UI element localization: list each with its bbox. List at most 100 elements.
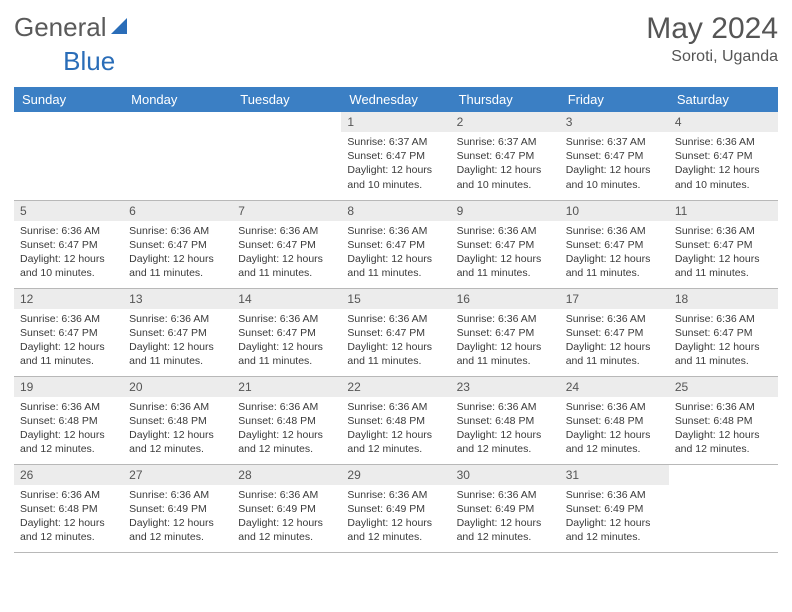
day-number: 8: [341, 201, 450, 221]
day-number: 3: [560, 112, 669, 132]
logo-text-general: General: [14, 12, 107, 43]
day-number: 19: [14, 377, 123, 397]
day-details: Sunrise: 6:36 AMSunset: 6:47 PMDaylight:…: [451, 309, 560, 375]
day-details: Sunrise: 6:36 AMSunset: 6:49 PMDaylight:…: [232, 485, 341, 551]
day-details: Sunrise: 6:36 AMSunset: 6:47 PMDaylight:…: [123, 221, 232, 287]
day-details: Sunrise: 6:36 AMSunset: 6:48 PMDaylight:…: [560, 397, 669, 463]
calendar-cell: 17Sunrise: 6:36 AMSunset: 6:47 PMDayligh…: [560, 288, 669, 376]
calendar-cell: 20Sunrise: 6:36 AMSunset: 6:48 PMDayligh…: [123, 376, 232, 464]
day-details: Sunrise: 6:36 AMSunset: 6:47 PMDaylight:…: [232, 221, 341, 287]
calendar-cell: [669, 464, 778, 552]
day-number: 22: [341, 377, 450, 397]
day-number: 15: [341, 289, 450, 309]
day-details: Sunrise: 6:36 AMSunset: 6:47 PMDaylight:…: [669, 132, 778, 198]
calendar-cell: 18Sunrise: 6:36 AMSunset: 6:47 PMDayligh…: [669, 288, 778, 376]
day-number: 17: [560, 289, 669, 309]
day-number: 23: [451, 377, 560, 397]
calendar-cell: [123, 112, 232, 200]
day-number: 10: [560, 201, 669, 221]
day-details: Sunrise: 6:36 AMSunset: 6:49 PMDaylight:…: [341, 485, 450, 551]
calendar-cell: 9Sunrise: 6:36 AMSunset: 6:47 PMDaylight…: [451, 200, 560, 288]
day-number: 14: [232, 289, 341, 309]
calendar-cell: 22Sunrise: 6:36 AMSunset: 6:48 PMDayligh…: [341, 376, 450, 464]
day-details: Sunrise: 6:36 AMSunset: 6:48 PMDaylight:…: [14, 485, 123, 551]
day-details: Sunrise: 6:36 AMSunset: 6:47 PMDaylight:…: [560, 309, 669, 375]
day-details: Sunrise: 6:36 AMSunset: 6:48 PMDaylight:…: [14, 397, 123, 463]
day-details: Sunrise: 6:36 AMSunset: 6:49 PMDaylight:…: [560, 485, 669, 551]
day-details: Sunrise: 6:36 AMSunset: 6:47 PMDaylight:…: [123, 309, 232, 375]
empty-cell: [14, 112, 123, 132]
empty-cell: [123, 112, 232, 132]
day-details: Sunrise: 6:36 AMSunset: 6:48 PMDaylight:…: [232, 397, 341, 463]
logo-sail-icon: [109, 12, 133, 43]
calendar-cell: 30Sunrise: 6:36 AMSunset: 6:49 PMDayligh…: [451, 464, 560, 552]
day-details: Sunrise: 6:36 AMSunset: 6:47 PMDaylight:…: [560, 221, 669, 287]
day-details: Sunrise: 6:36 AMSunset: 6:48 PMDaylight:…: [123, 397, 232, 463]
day-details: Sunrise: 6:36 AMSunset: 6:47 PMDaylight:…: [451, 221, 560, 287]
day-details: Sunrise: 6:36 AMSunset: 6:49 PMDaylight:…: [123, 485, 232, 551]
calendar-cell: 10Sunrise: 6:36 AMSunset: 6:47 PMDayligh…: [560, 200, 669, 288]
title-block: May 2024 Soroti, Uganda: [646, 12, 778, 66]
day-header: Friday: [560, 87, 669, 112]
calendar-cell: 4Sunrise: 6:36 AMSunset: 6:47 PMDaylight…: [669, 112, 778, 200]
day-details: Sunrise: 6:36 AMSunset: 6:48 PMDaylight:…: [341, 397, 450, 463]
day-details: Sunrise: 6:37 AMSunset: 6:47 PMDaylight:…: [560, 132, 669, 198]
calendar-cell: 12Sunrise: 6:36 AMSunset: 6:47 PMDayligh…: [14, 288, 123, 376]
day-details: Sunrise: 6:37 AMSunset: 6:47 PMDaylight:…: [451, 132, 560, 198]
day-header: Tuesday: [232, 87, 341, 112]
calendar-cell: 27Sunrise: 6:36 AMSunset: 6:49 PMDayligh…: [123, 464, 232, 552]
day-header: Sunday: [14, 87, 123, 112]
empty-cell: [669, 465, 778, 485]
day-number: 4: [669, 112, 778, 132]
day-number: 16: [451, 289, 560, 309]
calendar-cell: 6Sunrise: 6:36 AMSunset: 6:47 PMDaylight…: [123, 200, 232, 288]
day-details: Sunrise: 6:36 AMSunset: 6:49 PMDaylight:…: [451, 485, 560, 551]
day-number: 6: [123, 201, 232, 221]
calendar-cell: 2Sunrise: 6:37 AMSunset: 6:47 PMDaylight…: [451, 112, 560, 200]
day-header: Thursday: [451, 87, 560, 112]
day-number: 12: [14, 289, 123, 309]
day-number: 20: [123, 377, 232, 397]
day-details: Sunrise: 6:36 AMSunset: 6:47 PMDaylight:…: [669, 221, 778, 287]
day-number: 26: [14, 465, 123, 485]
day-details: Sunrise: 6:36 AMSunset: 6:47 PMDaylight:…: [669, 309, 778, 375]
day-header: Monday: [123, 87, 232, 112]
calendar-cell: 25Sunrise: 6:36 AMSunset: 6:48 PMDayligh…: [669, 376, 778, 464]
calendar-cell: 19Sunrise: 6:36 AMSunset: 6:48 PMDayligh…: [14, 376, 123, 464]
day-number: 21: [232, 377, 341, 397]
day-number: 25: [669, 377, 778, 397]
calendar-cell: [232, 112, 341, 200]
month-title: May 2024: [646, 12, 778, 46]
day-header: Saturday: [669, 87, 778, 112]
calendar-cell: 13Sunrise: 6:36 AMSunset: 6:47 PMDayligh…: [123, 288, 232, 376]
calendar-cell: 31Sunrise: 6:36 AMSunset: 6:49 PMDayligh…: [560, 464, 669, 552]
day-number: 11: [669, 201, 778, 221]
calendar-cell: 11Sunrise: 6:36 AMSunset: 6:47 PMDayligh…: [669, 200, 778, 288]
calendar-cell: 1Sunrise: 6:37 AMSunset: 6:47 PMDaylight…: [341, 112, 450, 200]
calendar-cell: 26Sunrise: 6:36 AMSunset: 6:48 PMDayligh…: [14, 464, 123, 552]
day-number: 13: [123, 289, 232, 309]
day-header: Wednesday: [341, 87, 450, 112]
day-number: 1: [341, 112, 450, 132]
calendar-cell: 21Sunrise: 6:36 AMSunset: 6:48 PMDayligh…: [232, 376, 341, 464]
day-number: 2: [451, 112, 560, 132]
calendar-cell: 5Sunrise: 6:36 AMSunset: 6:47 PMDaylight…: [14, 200, 123, 288]
day-details: Sunrise: 6:36 AMSunset: 6:47 PMDaylight:…: [14, 221, 123, 287]
day-details: Sunrise: 6:36 AMSunset: 6:48 PMDaylight:…: [669, 397, 778, 463]
day-details: Sunrise: 6:36 AMSunset: 6:47 PMDaylight:…: [341, 309, 450, 375]
day-number: 31: [560, 465, 669, 485]
day-number: 28: [232, 465, 341, 485]
calendar-cell: 24Sunrise: 6:36 AMSunset: 6:48 PMDayligh…: [560, 376, 669, 464]
day-details: Sunrise: 6:36 AMSunset: 6:47 PMDaylight:…: [14, 309, 123, 375]
day-number: 24: [560, 377, 669, 397]
day-number: 9: [451, 201, 560, 221]
calendar-cell: 29Sunrise: 6:36 AMSunset: 6:49 PMDayligh…: [341, 464, 450, 552]
calendar-cell: 14Sunrise: 6:36 AMSunset: 6:47 PMDayligh…: [232, 288, 341, 376]
day-details: Sunrise: 6:36 AMSunset: 6:47 PMDaylight:…: [232, 309, 341, 375]
day-details: Sunrise: 6:37 AMSunset: 6:47 PMDaylight:…: [341, 132, 450, 198]
calendar-cell: 16Sunrise: 6:36 AMSunset: 6:47 PMDayligh…: [451, 288, 560, 376]
day-number: 5: [14, 201, 123, 221]
empty-cell: [232, 112, 341, 132]
calendar-cell: 15Sunrise: 6:36 AMSunset: 6:47 PMDayligh…: [341, 288, 450, 376]
day-number: 18: [669, 289, 778, 309]
